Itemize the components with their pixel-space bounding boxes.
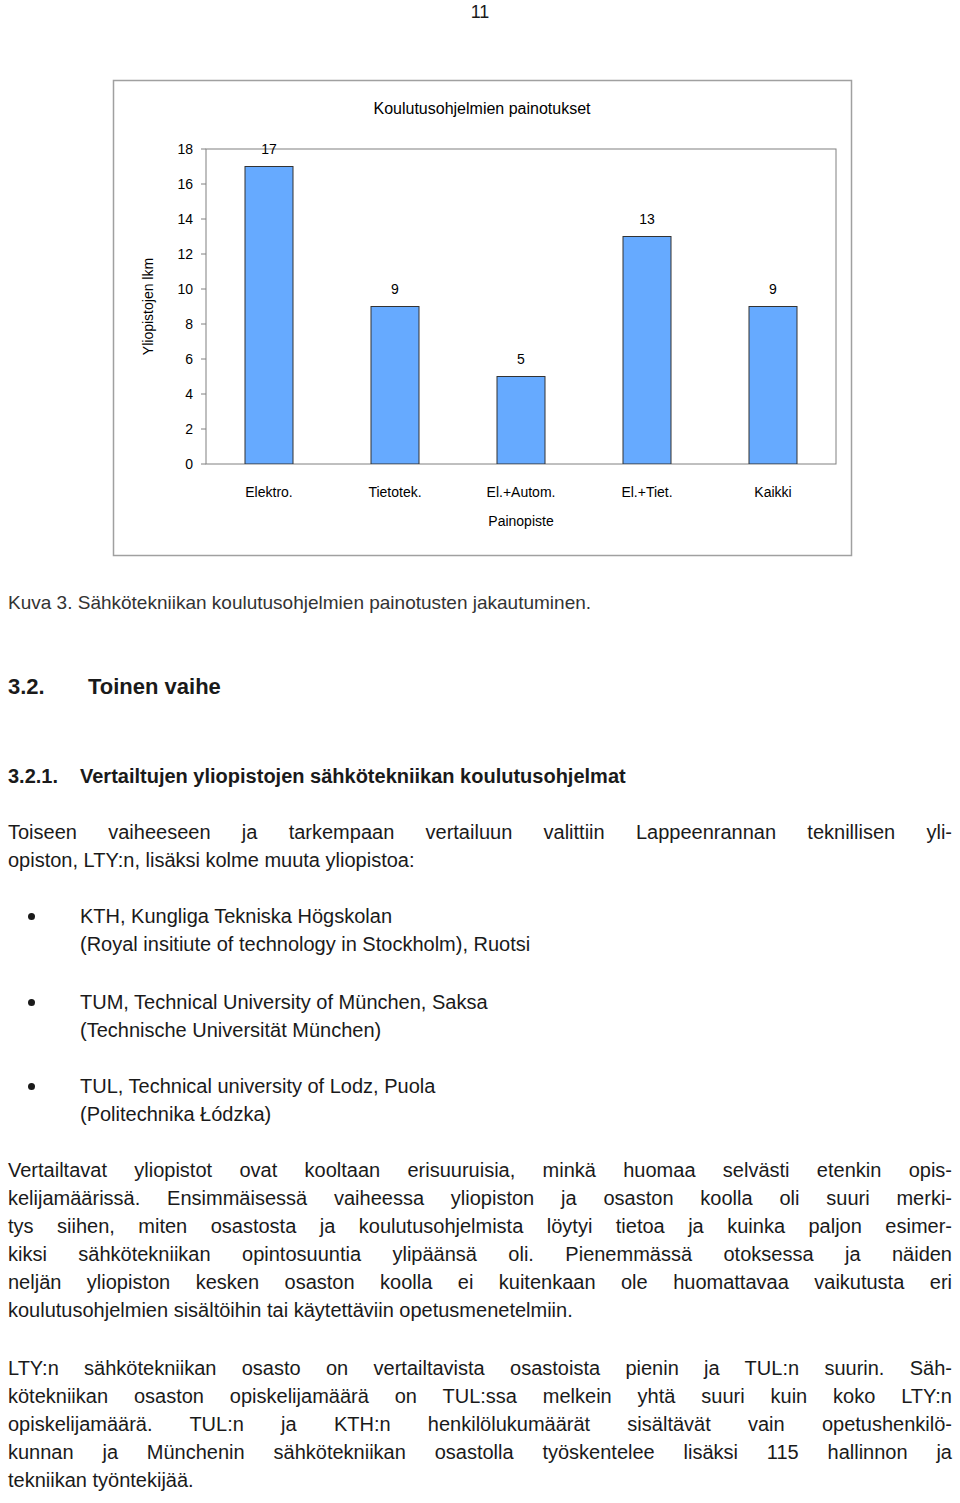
y-tick-label: 18	[177, 141, 193, 157]
bullet-line: KTH, Kungliga Tekniska Högskolan	[80, 902, 392, 930]
bullet-line: (Technische Universität München)	[80, 1016, 381, 1044]
paragraph-line: kunnan ja Münchenin sähkötekniikan osast…	[8, 1438, 952, 1466]
y-tick	[201, 149, 206, 150]
subheading-number: 3.2.1.	[8, 765, 58, 788]
subheading-title: Vertailtujen yliopistojen sähkötekniikan…	[80, 765, 626, 788]
y-tick-label: 6	[185, 351, 193, 367]
y-tick-label: 4	[185, 386, 193, 402]
bars	[245, 167, 797, 465]
paragraph-line: tekniikan työntekijää.	[8, 1466, 952, 1494]
heading-title: Toinen vaihe	[88, 674, 221, 700]
caption: Kuva 3. Sähkötekniikan koulutusohjelmien…	[8, 592, 591, 614]
y-tick-label: 12	[177, 246, 193, 262]
paragraph-line: kiksi sähkötekniikan opintosuuntia ylipä…	[8, 1240, 952, 1268]
data-label: 9	[769, 281, 777, 297]
y-tick	[201, 324, 206, 325]
x-tick-label: El.+Tiet.	[621, 484, 672, 500]
plot-frame	[206, 149, 836, 464]
page: 11 Koulutusohjelmien painotukset 0 2 4 6 8 10 12…	[0, 0, 960, 1503]
bullet-dot	[28, 913, 35, 920]
bullet-line: TUM, Technical University of München, Sa…	[80, 988, 488, 1016]
paragraph-line: Toiseen vaiheeseen ja tarkempaan vertail…	[8, 818, 952, 846]
x-tick-label: Elektro.	[245, 484, 292, 500]
paragraph-line: kelijamäärissä. Ensimmäisessä vaiheessa …	[8, 1184, 952, 1212]
y-tick-label: 14	[177, 211, 193, 227]
paragraph-line: opiskelijamäärä. TUL:n ja KTH:n henkilöl…	[8, 1410, 952, 1438]
y-tick-label: 10	[177, 281, 193, 297]
y-tick-label: 8	[185, 316, 193, 332]
bar	[623, 237, 671, 465]
bullet-dot	[28, 1083, 35, 1090]
y-tick	[201, 184, 206, 185]
paragraph-line: opiston, LTY:n, lisäksi kolme muuta ylio…	[8, 846, 952, 874]
y-tick-label: 2	[185, 421, 193, 437]
data-label: 13	[639, 211, 655, 227]
bar	[749, 307, 797, 465]
paragraph-line: kötekniikan osaston opiskelijamäärä on T…	[8, 1382, 952, 1410]
y-tick-label: 0	[185, 456, 193, 472]
data-label: 9	[391, 281, 399, 297]
bar	[245, 167, 293, 465]
x-tick-label: Kaikki	[754, 484, 791, 500]
bar	[497, 377, 545, 465]
data-label: 5	[517, 351, 525, 367]
x-tick-label: El.+Autom.	[487, 484, 556, 500]
data-label: 17	[261, 141, 277, 157]
chart-box	[114, 81, 852, 556]
bullet-line: (Royal insitiute of technology in Stockh…	[80, 930, 530, 958]
y-tick-label: 16	[177, 176, 193, 192]
bullet-dot	[28, 999, 35, 1006]
y-tick	[201, 254, 206, 255]
y-tick	[201, 464, 206, 465]
heading-number: 3.2.	[8, 674, 45, 700]
y-tick	[201, 289, 206, 290]
bullet-line: TUL, Technical university of Lodz, Puola	[80, 1072, 435, 1100]
paragraph-line: koulutusohjelmien sisältöihin tai käytet…	[8, 1296, 952, 1324]
paragraph-line: tys siihen, miten osastosta ja koulutuso…	[8, 1212, 952, 1240]
y-tick	[201, 429, 206, 430]
bullet-line: (Politechnika Łódzka)	[80, 1100, 271, 1128]
y-tick	[201, 359, 206, 360]
page-number: 11	[0, 2, 960, 23]
paragraph-line: LTY:n sähkötekniikan osasto on vertailta…	[8, 1354, 952, 1382]
y-tick	[201, 219, 206, 220]
y-tick	[201, 394, 206, 395]
bar	[371, 307, 419, 465]
paragraph-line: neljän yliopiston kesken osaston koolla …	[8, 1268, 952, 1296]
y-axis-label: Yliopistojen lkm	[140, 258, 156, 355]
paragraph-line: Vertailtavat yliopistot ovat kooltaan er…	[8, 1156, 952, 1184]
x-axis-label: Painopiste	[488, 513, 554, 529]
x-tick-label: Tietotek.	[368, 484, 421, 500]
chart-title: Koulutusohjelmien painotukset	[373, 100, 591, 117]
chart: Koulutusohjelmien painotukset 0 2 4 6 8 10 12 14…	[0, 0, 960, 570]
